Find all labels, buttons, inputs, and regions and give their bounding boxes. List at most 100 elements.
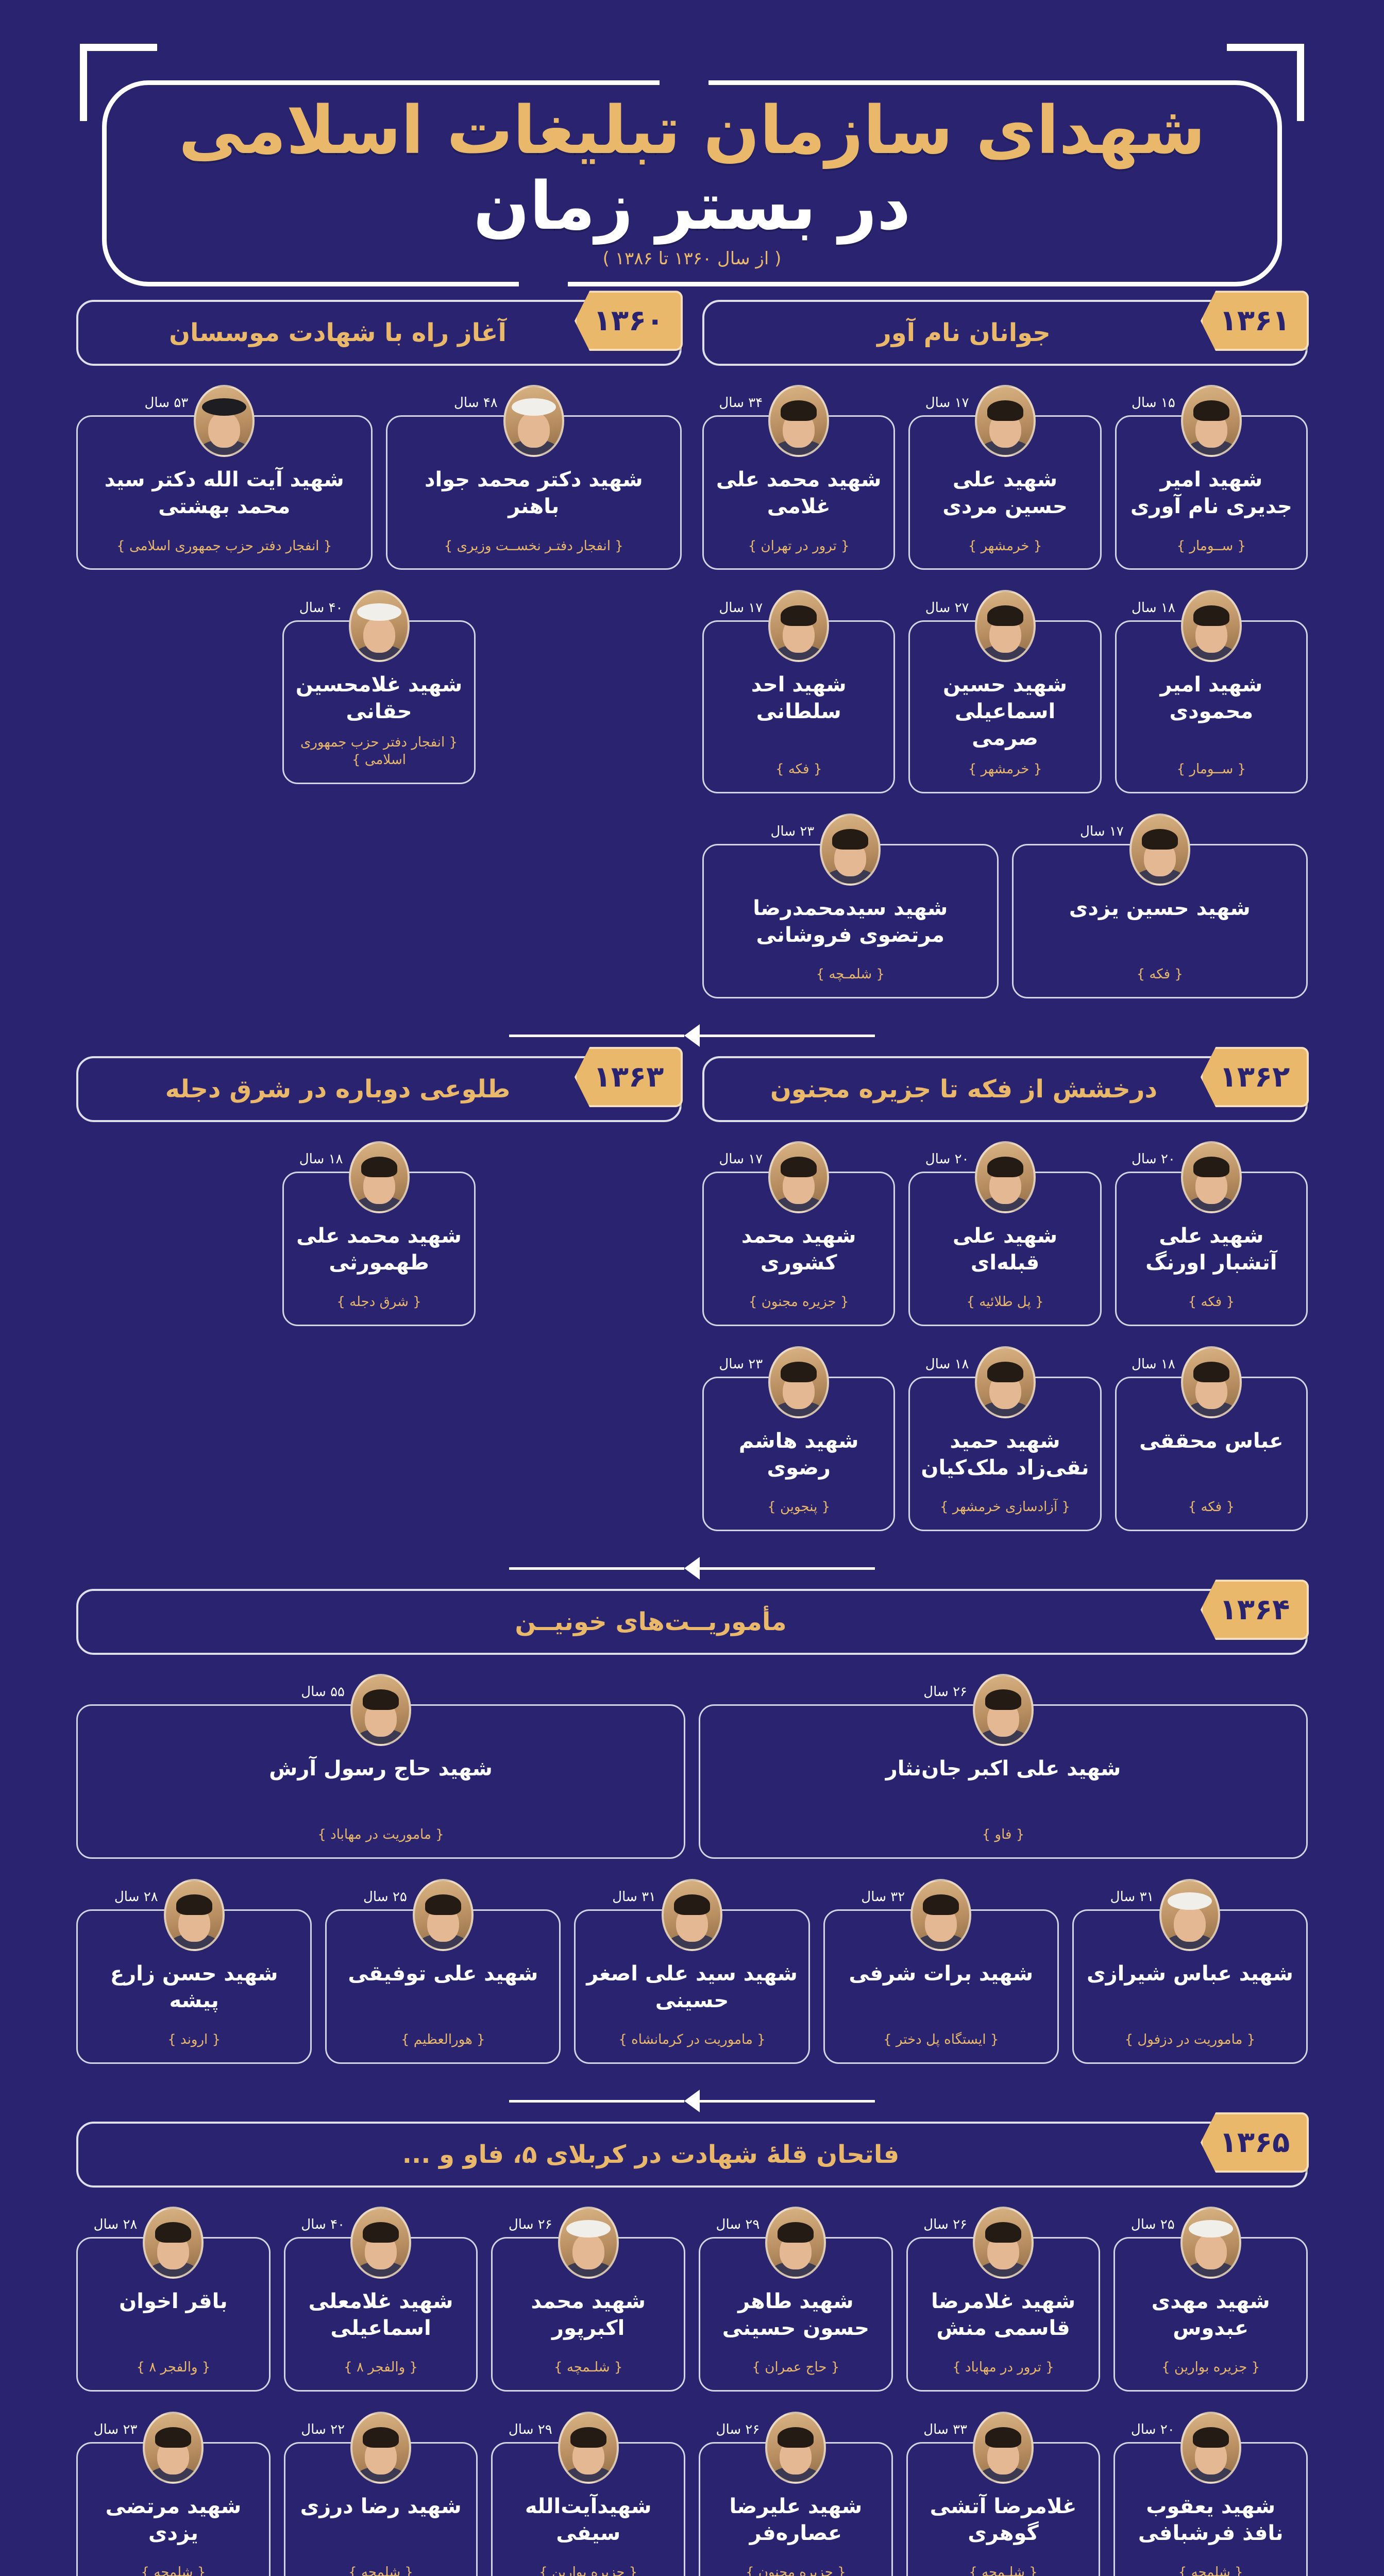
year-header[interactable]: ۱۳۶۴ مأموریــت‌های خونیــن bbox=[76, 1580, 1309, 1655]
martyr-card[interactable]: ۱۸ سال شهید حمید نقی‌زاد ملک‌کیان { آزادسا… bbox=[908, 1346, 1102, 1532]
year-header-label: فاتحان قلۀ شهادت در کربلای ۵، فاو و ... bbox=[402, 2140, 900, 2170]
year-header[interactable]: ۱۳۶۱ جوانان نام آور bbox=[702, 291, 1309, 366]
year-header-label: درخشش از فکه تا جزیره مجنون bbox=[770, 1075, 1158, 1104]
portrait-avatar bbox=[1159, 1879, 1221, 1952]
martyr-card[interactable]: ۳۱ سال شهید سید علی اصغر حسینی { ماموریت د… bbox=[574, 1879, 810, 2064]
martyr-card[interactable]: ۱۸ سال شهید امیر محمودی { ســومار } bbox=[1115, 590, 1308, 794]
timeline-col-left: ۱۳۶۲ درخشش از فکه تا جزیره مجنون ۲۰ سال شهی… bbox=[702, 1047, 1309, 1550]
martyr-card[interactable]: ۱۷ سال شهید حسین یزدی { فکه } bbox=[1011, 814, 1308, 999]
martyr-place: { ماموریت در دزفول } bbox=[1124, 2032, 1256, 2048]
martyr-card[interactable]: ۱۸ سال عباس محققی { فکه } bbox=[1115, 1346, 1308, 1532]
portrait-avatar bbox=[1180, 2207, 1241, 2279]
martyr-place: { والفجر ۸ } bbox=[344, 2360, 418, 2376]
martyr-place: { جزیره مجنون } bbox=[746, 2565, 846, 2576]
portrait-avatar bbox=[768, 385, 830, 457]
martyr-card[interactable]: ۲۰ سال شهید علی قبله‌ای { پل طلائیه } bbox=[908, 1141, 1102, 1327]
martyr-place: { خرمشهر } bbox=[968, 761, 1042, 777]
martyr-card[interactable]: ۲۹ سال شهیدآیت‌الله سیفی { جزیره بوارین } bbox=[491, 2412, 686, 2576]
portrait-avatar bbox=[1129, 814, 1190, 886]
portrait-avatar bbox=[974, 385, 1036, 457]
connector-line bbox=[700, 1567, 875, 1570]
year-section: ۱۳۶۲ درخشش از فکه تا جزیره مجنون ۲۰ سال شهی… bbox=[702, 1047, 1309, 1532]
martyr-card[interactable]: ۳۴ سال شهید محمد علی غلامی { ترور در تهران… bbox=[702, 385, 896, 570]
poster-title-block: شهدای سازمان تبلیغات اسلامی در بستر زمان… bbox=[102, 77, 1282, 290]
martyr-card[interactable]: ۲۶ سال شهید علی اکبر جان‌نثار { فاو } bbox=[699, 1674, 1308, 1859]
year-header[interactable]: ۱۳۶۲ درخشش از فکه تا جزیره مجنون bbox=[702, 1047, 1309, 1123]
martyr-card[interactable]: ۴۰ سال شهید غلامعلی اسماعیلی { والفجر ۸ } bbox=[283, 2207, 478, 2392]
martyr-place: { ســومار } bbox=[1176, 761, 1246, 777]
martyr-card[interactable]: ۲۸ سال شهید حسن زارع پیشه { اروند } bbox=[76, 1879, 312, 2064]
year-header[interactable]: ۱۳۶۰ آغاز راه با شهادت موسسان bbox=[76, 291, 683, 366]
martyr-place: { شلمچه } bbox=[1178, 2565, 1243, 2576]
portrait-avatar bbox=[973, 2412, 1034, 2484]
martyr-card[interactable]: ۱۷ سال شهید محمد کشوری { جزیره مجنون } bbox=[702, 1141, 896, 1327]
martyr-card[interactable]: ۲۵ سال شهید علی توفیقی { هورالعظیم } bbox=[325, 1879, 561, 2064]
martyr-name: شهید محمد اکبرپور bbox=[531, 2290, 646, 2341]
martyr-place: { شلمـچه } bbox=[816, 967, 885, 982]
martyr-name: شهید محمد علی طهمورثی bbox=[296, 1224, 462, 1275]
martyr-card[interactable]: ۲۸ سال باقر اخوان { والفجر ۸ } bbox=[76, 2207, 271, 2392]
martyr-age: ۲۲ سال bbox=[301, 2422, 345, 2438]
year-header[interactable]: ۱۳۶۳ طلوعی دوباره در شرق دجله bbox=[76, 1047, 683, 1123]
year-header[interactable]: ۱۳۶۵ فاتحان قلۀ شهادت در کربلای ۵، فاو و … bbox=[76, 2112, 1309, 2188]
martyr-name: باقر اخوان bbox=[119, 2290, 228, 2314]
martyr-card[interactable]: ۱۸ سال شهید محمد علی طهمورثی { شرق دجله } bbox=[282, 1141, 476, 1327]
portrait-avatar bbox=[350, 2207, 412, 2279]
martyr-card[interactable]: ۵۵ سال شهید حاج رسول آرش { ماموریت در مهاب… bbox=[76, 1674, 685, 1859]
martyr-card[interactable]: ۴۸ سال شهید دکتر محمد جواد باهنر { انفجار … bbox=[385, 385, 682, 570]
connector-line bbox=[509, 2099, 684, 2103]
martyr-place: { پل طلائیه } bbox=[966, 1294, 1044, 1310]
martyr-place: { جزیره بوارین } bbox=[539, 2565, 638, 2576]
martyr-card[interactable]: ۲۰ سال شهید علی آتشبار اورنگ { فکه } bbox=[1115, 1141, 1308, 1327]
martyr-card[interactable]: ۲۰ سال شهید یعقوب نافذ فرشبافی { شلمچه } bbox=[1113, 2412, 1308, 2576]
martyr-card[interactable]: ۳۳ سال غلامرضا آتشی گوهری { شلـمچه } bbox=[906, 2412, 1101, 2576]
martyr-age: ۳۳ سال bbox=[923, 2422, 968, 2438]
martyr-card[interactable]: ۲۵ سال شهید مهدی عبدوس { جزیره بوارین } bbox=[1113, 2207, 1308, 2392]
martyr-name: شهید علی حسین مردی bbox=[942, 468, 1068, 519]
portrait-avatar bbox=[768, 1141, 830, 1214]
martyr-age: ۱۸ سال bbox=[1132, 600, 1175, 616]
page-subtitle: ( از سال ۱۳۶۰ تا ۱۳۸۶ ) bbox=[602, 248, 782, 269]
martyr-card[interactable]: ۱۷ سال شهید احد سلطانی { فکه } bbox=[702, 590, 896, 794]
year-header-title: طلوعی دوباره در شرق دجله bbox=[99, 1074, 680, 1105]
martyr-place: { انفجار دفتر حزب جمهوری اسلامی } bbox=[300, 735, 458, 768]
martyr-card[interactable]: ۲۶ سال شهید محمد اکبرپور { شلـمچه } bbox=[491, 2207, 686, 2392]
martyr-card[interactable]: ۲۹ سال شهید طاهر حسون حسینی { حاج عمران } bbox=[699, 2207, 893, 2392]
martyr-age: ۲۶ سال bbox=[923, 1684, 967, 1700]
martyr-card[interactable]: ۵۳ سال شهید آیت الله دکتر سید محمد بهشتی {… bbox=[76, 385, 373, 570]
martyr-card[interactable]: ۳۱ سال شهید عباس شیرازی { ماموریت در دزفول… bbox=[1072, 1879, 1308, 2064]
portrait-avatar bbox=[973, 1674, 1034, 1747]
martyr-name: شهید هاشم رضوی bbox=[738, 1429, 859, 1480]
page-title: شهدای سازمان تبلیغات اسلامی در بستر زمان bbox=[138, 93, 1246, 244]
martyr-card[interactable]: ۲۶ سال شهید علیرضا عصاره‌فر { جزیره مجنون … bbox=[699, 2412, 893, 2576]
martyr-card[interactable]: ۳۲ سال شهید برات شرفی { ایستگاه پل دختر } bbox=[823, 1879, 1059, 2064]
martyr-card[interactable]: ۲۳ سال شهید هاشم رضوی { پنجوین } bbox=[702, 1346, 896, 1532]
martyr-card[interactable]: ۱۵ سال شهید امیر جدیری نام آوری { ســومار … bbox=[1115, 385, 1308, 570]
portrait-avatar bbox=[350, 1674, 411, 1747]
martyr-name: شهید غلامرضا قاسمی منش bbox=[931, 2290, 1076, 2341]
portrait-avatar bbox=[1180, 1141, 1242, 1214]
band-connector bbox=[76, 2086, 1308, 2116]
martyr-name: شهید علی توفیقی bbox=[348, 1962, 538, 1986]
martyr-card[interactable]: ۲۶ سال شهید غلامرضا قاسمی منش { ترور در مه… bbox=[906, 2207, 1101, 2392]
martyr-card[interactable]: ۲۲ سال شهید رضا درزی { شلمچه } bbox=[283, 2412, 478, 2576]
martyr-place: { شلمچه } bbox=[141, 2565, 206, 2576]
martyr-card[interactable]: ۲۳ سال شهید سیدمحمدرضا مرتضوی فروشانی { شل… bbox=[702, 814, 999, 999]
martyr-place: { فکه } bbox=[1188, 1499, 1235, 1515]
martyr-card[interactable]: ۱۷ سال شهید علی حسین مردی { خرمشهر } bbox=[908, 385, 1102, 570]
timeline-col-full: ۱۳۶۴ مأموریــت‌های خونیــن ۲۶ سال شهید علی … bbox=[76, 1580, 1309, 2082]
year-header-label: طلوعی دوباره در شرق دجله bbox=[165, 1075, 511, 1104]
martyr-card[interactable]: ۴۰ سال شهید غلامحسین حقانی { انفجار دفتر ح… bbox=[282, 590, 476, 784]
martyr-name: شهید مرتضی یزدی bbox=[105, 2495, 242, 2546]
martyr-card[interactable]: ۲۳ سال شهید مرتضی یزدی { شلمچه } bbox=[76, 2412, 271, 2576]
portrait-avatar bbox=[974, 1141, 1036, 1214]
martyr-age: ۲۸ سال bbox=[93, 2217, 138, 2233]
martyr-age: ۲۶ سال bbox=[716, 2422, 760, 2438]
year-badge: ۱۳۶۴ bbox=[1201, 1580, 1309, 1640]
martyr-age: ۲۶ سال bbox=[508, 2217, 552, 2233]
martyr-name: شهید آیت الله دکتر سید محمد بهشتی bbox=[104, 468, 344, 519]
martyr-name: شهید علیرضا عصاره‌فر bbox=[729, 2495, 863, 2546]
martyr-card[interactable]: ۲۷ سال شهید حسین اسماعیلی صرمی { خرمشهر } bbox=[908, 590, 1102, 794]
martyr-name: شهید طاهر حسون حسینی bbox=[722, 2290, 870, 2341]
martyr-row: ۲۵ سال شهید مهدی عبدوس { جزیره بوارین } ۲۶ … bbox=[76, 2205, 1308, 2392]
